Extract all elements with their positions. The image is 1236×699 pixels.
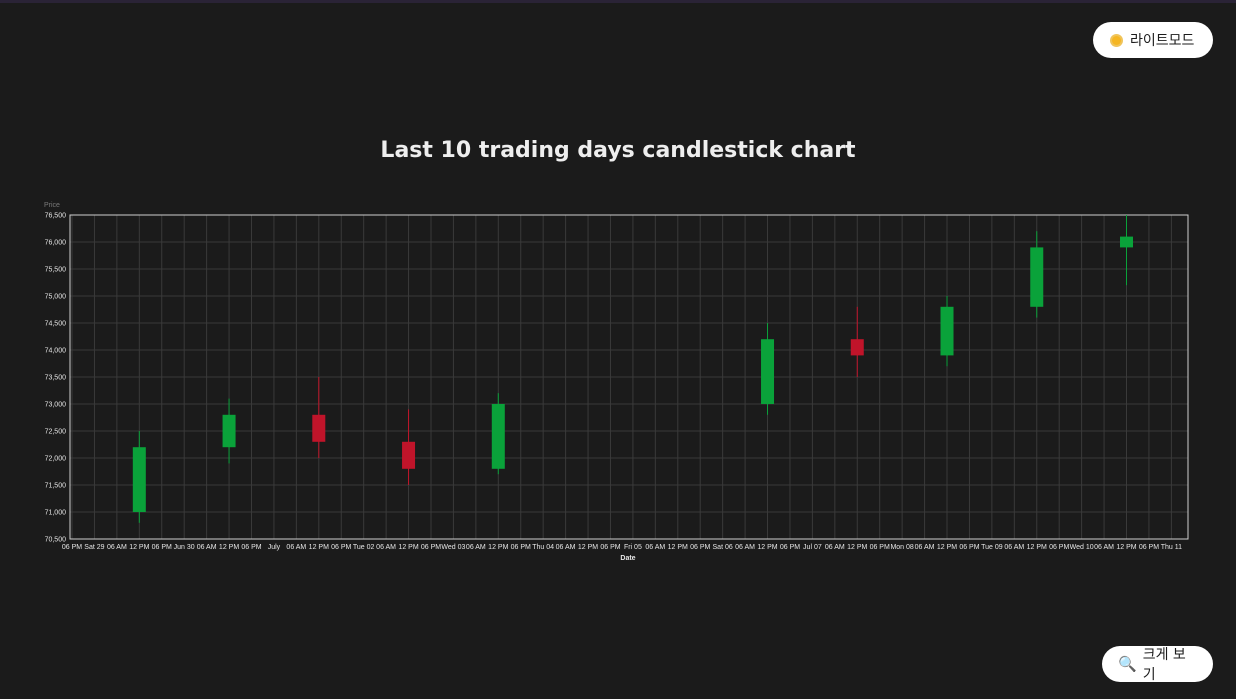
candle-body-up	[1120, 236, 1134, 248]
x-tick-label: 12 PM	[1027, 544, 1047, 551]
x-tick-label: 06 PM	[421, 544, 441, 551]
y-tick-label: 76,000	[45, 240, 67, 247]
x-tick-label: Fri 05	[624, 544, 642, 551]
x-tick-label: Jul 07	[803, 544, 822, 551]
zoom-label: 크게 보기	[1142, 647, 1186, 683]
x-tick-label: 06 AM	[376, 544, 396, 551]
x-tick-label: Tue 09	[981, 544, 1003, 551]
x-tick-label: 06 PM	[241, 544, 261, 551]
x-tick-label: Jun 30	[174, 544, 195, 551]
x-tick-label: 12 PM	[757, 544, 777, 551]
candle-body-up	[1030, 247, 1044, 307]
x-tick-label: 06 PM	[690, 544, 710, 551]
x-tick-label: 06 AM	[466, 544, 486, 551]
candle-body-up	[132, 447, 146, 512]
x-axis-label: Date	[620, 555, 635, 562]
x-tick-label: 06 AM	[1094, 544, 1114, 551]
y-tick-label: 71,500	[45, 483, 67, 490]
y-tick-label: 74,000	[45, 348, 67, 355]
grid	[70, 214, 1188, 540]
x-tick-label: 06 AM	[645, 544, 665, 551]
x-tick-label: 12 PM	[309, 544, 329, 551]
x-tick-label: Mon 08	[890, 544, 913, 551]
y-tick-label: 73,000	[45, 402, 67, 409]
x-tick-label: July	[268, 544, 281, 551]
x-tick-label: 06 AM	[1004, 544, 1024, 551]
x-tick-label: Sat 06	[713, 544, 733, 551]
chart-title: Last 10 trading days candlestick chart	[380, 138, 856, 163]
x-tick-label: 06 PM	[600, 544, 620, 551]
y-tick-label: 75,000	[45, 294, 67, 301]
y-axis-label: Price	[44, 202, 60, 209]
zoom-button[interactable]: 🔍 크게 보기	[1102, 646, 1213, 683]
x-tick-label: 06 AM	[197, 544, 217, 551]
x-tick-label: 06 PM	[780, 544, 800, 551]
x-tick-label: 12 PM	[398, 544, 418, 551]
x-tick-label: Wed 10	[1070, 544, 1094, 551]
x-tick-label: 06 AM	[556, 544, 576, 551]
y-tick-label: 74,500	[45, 321, 67, 328]
x-tick-label: 12 PM	[1116, 544, 1136, 551]
x-tick-label: 06 AM	[107, 544, 127, 551]
x-tick-label: 06 AM	[825, 544, 845, 551]
light-mode-button[interactable]: 라이트모드	[1093, 22, 1213, 58]
y-tick-label: 76,500	[45, 213, 67, 220]
x-tick-label: 06 PM	[1049, 544, 1069, 551]
top-border	[0, 0, 1236, 3]
candle-body-down	[402, 441, 416, 469]
x-tick-label: Thu 11	[1161, 544, 1182, 551]
light-mode-label: 라이트모드	[1130, 33, 1195, 49]
magnifier-icon: 🔍	[1118, 655, 1137, 673]
x-tick-label: 12 PM	[219, 544, 239, 551]
x-tick-label: 06 PM	[152, 544, 172, 551]
x-tick-label: 06 PM	[331, 544, 351, 551]
y-axis-ticks: 70,500 71,000 71,500 72,000 72,500 73,000 73,5…	[45, 213, 67, 544]
x-tick-label: Wed 03	[441, 544, 465, 551]
x-tick-label: 06 AM	[286, 544, 306, 551]
x-tick-label: 06 AM	[735, 544, 755, 551]
x-tick-label: 12 PM	[847, 544, 867, 551]
candle-body-up	[940, 306, 954, 356]
x-tick-label: 06 PM	[959, 544, 979, 551]
candle-body-down	[850, 339, 864, 356]
y-tick-label: 70,500	[45, 537, 67, 544]
x-tick-label: 06 PM	[870, 544, 890, 551]
x-tick-label: 12 PM	[668, 544, 688, 551]
candle-body-up	[761, 339, 775, 404]
candle-body-up	[222, 414, 236, 448]
x-tick-label: 06 PM	[511, 544, 531, 551]
x-tick-label: 12 PM	[578, 544, 598, 551]
x-tick-label: Tue 02	[353, 544, 375, 551]
x-tick-label: 06 PM	[62, 544, 82, 551]
y-tick-label: 71,000	[45, 510, 67, 517]
y-tick-label: 73,500	[45, 375, 67, 382]
x-tick-label: Sat 29	[84, 544, 104, 551]
x-tick-label: 12 PM	[129, 544, 149, 551]
candle-body-up	[491, 404, 505, 469]
x-tick-label: 06 PM	[1139, 544, 1159, 551]
candles	[132, 215, 1134, 523]
plot-frame	[69, 214, 1189, 540]
x-tick-label: 12 PM	[937, 544, 957, 551]
candle-body-down	[312, 414, 326, 442]
x-tick-label: Thu 04	[532, 544, 554, 551]
y-tick-label: 72,500	[45, 429, 67, 436]
x-axis-ticks: 06 PM Sat 29 06 AM 12 PM 06 PM Jun 30 06 AM 12 …	[62, 544, 1182, 551]
x-tick-label: 06 AM	[915, 544, 935, 551]
y-tick-label: 72,000	[45, 456, 67, 463]
x-tick-label: 12 PM	[488, 544, 508, 551]
sun-icon	[1109, 33, 1124, 48]
y-tick-label: 75,500	[45, 267, 67, 274]
